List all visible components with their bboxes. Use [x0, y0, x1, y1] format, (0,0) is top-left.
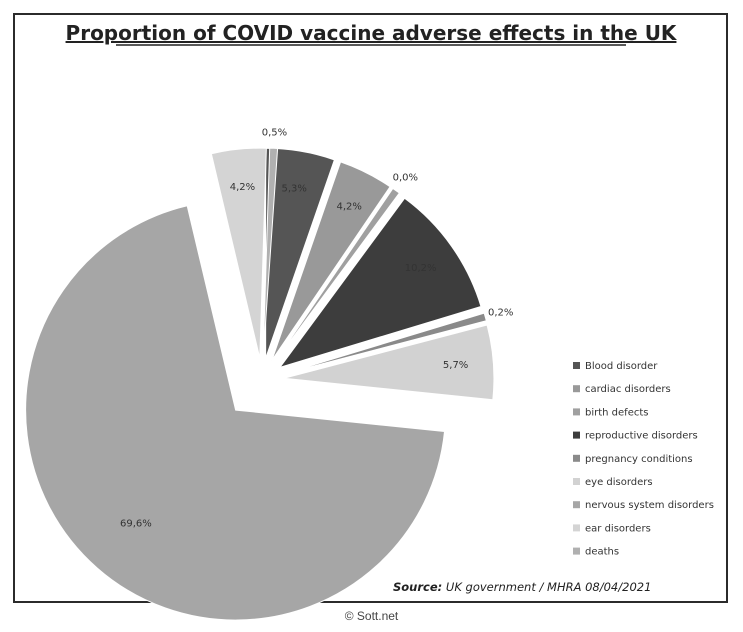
- source-prefix: Source:: [393, 580, 442, 594]
- legend-swatch: [573, 524, 580, 532]
- source-text: UK government / MHRA 08/04/2021: [442, 580, 651, 594]
- pie-slices: [25, 147, 495, 621]
- legend-swatch: [573, 547, 580, 555]
- slice-value-label: 10,2%: [405, 263, 437, 274]
- slice-value-label: 69,6%: [120, 519, 152, 530]
- legend: Blood disorder cardiac disorders birth def…: [573, 361, 714, 558]
- slice-value-label: 0,0%: [393, 173, 418, 184]
- chart-title: Proportion of COVID vaccine adverse effe…: [66, 21, 678, 45]
- legend-swatch: [573, 362, 580, 369]
- legend-item-label: deaths: [585, 547, 619, 558]
- image-credit: © Sott.net: [344, 609, 399, 623]
- legend-swatch: [573, 385, 580, 393]
- pie-slice-birth-defects: [274, 187, 401, 363]
- slice-value-label: 5,7%: [443, 360, 468, 371]
- pie-slice-ear-disorders: [210, 147, 267, 359]
- legend-item-label: birth defects: [585, 407, 648, 418]
- legend-swatch: [573, 478, 580, 485]
- pie-slice-eye-disorders: [283, 324, 495, 401]
- slice-value-label: 0,5%: [262, 127, 287, 138]
- pie-slice-cardiac-disorders: [271, 161, 391, 361]
- source-note: Source: UK government / MHRA 08/04/2021: [393, 580, 651, 594]
- slice-value-label: 4,2%: [336, 201, 361, 212]
- slice-value-label: 5,3%: [282, 183, 307, 194]
- legend-item-label: Blood disorder: [585, 361, 658, 372]
- legend-item-label: nervous system disorders: [585, 500, 714, 511]
- legend-swatch: [573, 501, 580, 509]
- legend-item-label: reproductive disorders: [585, 431, 698, 442]
- legend-swatch: [573, 454, 580, 462]
- pie-slice-deaths: [262, 147, 279, 359]
- pie-slice-labels: 5,3% 4,2% 0,0% 10,2% 0,2% 5,7% 69,6% 4,2% 0,5%: [120, 127, 513, 529]
- legend-item-label: cardiac disorders: [585, 384, 671, 395]
- pie-slice-nervous-system-disorders: [25, 205, 446, 621]
- legend-item-label: eye disorders: [585, 477, 653, 488]
- pie-slice-reproductive-disorders: [278, 197, 482, 369]
- slice-value-label: 4,2%: [230, 182, 255, 193]
- pie-slice-pregnancy-conditions: [283, 312, 487, 375]
- legend-swatch: [573, 408, 580, 416]
- legend-item-label: pregnancy conditions: [585, 454, 693, 465]
- slice-value-label: 0,2%: [488, 308, 513, 319]
- legend-swatch: [573, 431, 580, 439]
- legend-item-label: ear disorders: [585, 523, 651, 534]
